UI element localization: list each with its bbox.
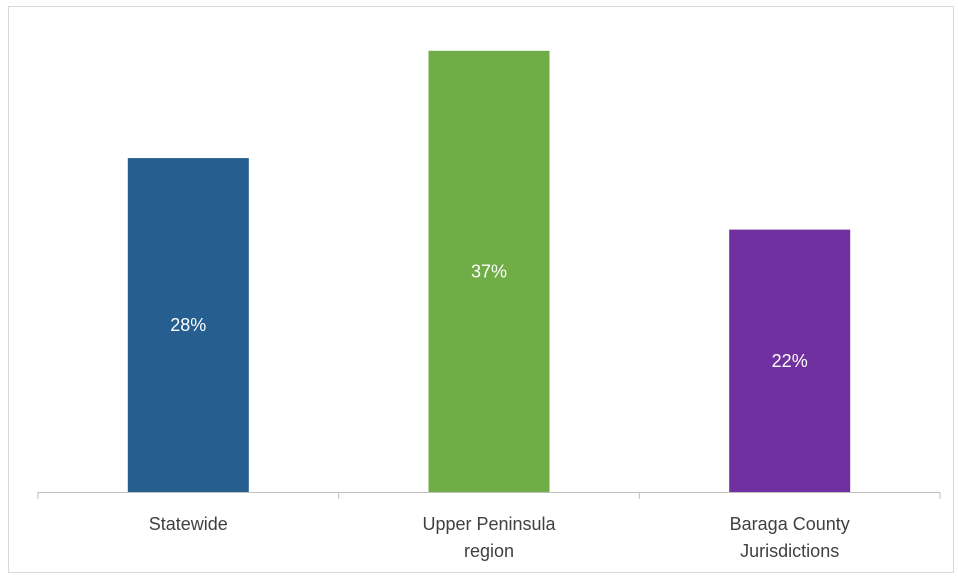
data-label-2: 37% <box>471 261 507 281</box>
data-label-1: 28% <box>170 315 206 335</box>
bar-2 <box>428 50 550 493</box>
category-label-1: Statewide <box>149 514 228 534</box>
bars-group: 28% 37% 22% <box>127 50 851 493</box>
category-label-2: Upper Peninsula region <box>422 514 556 561</box>
bar-3 <box>729 229 851 492</box>
category-label-3: Baraga County Jurisdictions <box>730 514 850 561</box>
data-label-3: 22% <box>772 351 808 371</box>
bar-1 <box>127 158 249 492</box>
x-axis <box>37 492 941 499</box>
category-labels: Statewide Upper Peninsula region Baraga Cou… <box>149 514 850 561</box>
